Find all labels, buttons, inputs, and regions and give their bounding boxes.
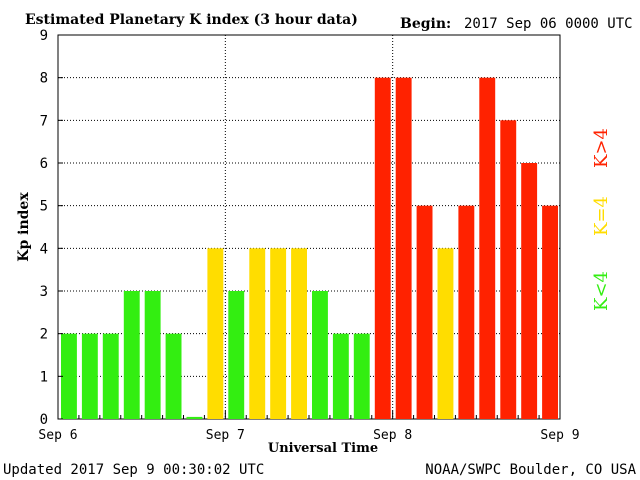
kp-bar-3: [123, 291, 140, 419]
kp-bar-7: [207, 248, 224, 419]
y-tick-label: 9: [40, 28, 48, 44]
x-axis-label: Universal Time: [268, 441, 378, 456]
grid-lines: [58, 35, 560, 419]
kp-bar-1: [81, 333, 98, 419]
chart-title: Estimated Planetary K index (3 hour data…: [25, 12, 358, 28]
y-tick-label: 8: [40, 71, 48, 87]
kp-bar-10: [270, 248, 287, 419]
kp-bar-6: [186, 416, 203, 419]
kp-bar-22: [521, 163, 538, 419]
x-axis-ticks: Sep 6 Sep 7 Sep 8 Sep 9: [38, 411, 580, 443]
source-credit: NOAA/SWPC Boulder, CO USA: [425, 462, 636, 478]
kp-bar-21: [500, 120, 517, 420]
x-tick-label: Sep 9: [540, 428, 579, 443]
kp-bar-4: [144, 291, 161, 419]
kp-bar-11: [291, 248, 307, 419]
kp-bar-0: [61, 333, 77, 419]
kp-bar-19: [458, 205, 475, 419]
plot-frame: [57, 34, 561, 420]
y-axis-ticks: 0 1 2 3 4 5 6 7 8 9: [40, 28, 63, 428]
y-tick-label: 2: [40, 327, 48, 343]
kp-bar-14: [353, 333, 370, 419]
kp-bar-13: [332, 333, 349, 419]
kp-bar-17: [416, 205, 433, 419]
kp-bar-16: [395, 77, 412, 419]
legend-k-greater-4: K>4: [591, 128, 612, 168]
y-tick-label: 6: [40, 156, 48, 172]
bars: [61, 77, 558, 420]
begin-value: 2017 Sep 06 0000 UTC: [464, 16, 633, 32]
x-tick-label: Sep 6: [38, 428, 77, 443]
y-tick-label: 3: [40, 284, 48, 300]
x-tick-label: Sep 8: [373, 428, 412, 443]
kp-bar-5: [165, 333, 182, 419]
y-tick-label: 7: [40, 113, 48, 129]
kp-bar-2: [102, 333, 119, 419]
legend-k-less-4: K<4: [591, 271, 612, 311]
y-tick-label: 1: [40, 369, 48, 385]
x-tick-label: Sep 7: [206, 428, 245, 443]
kp-bar-15: [374, 77, 391, 419]
y-axis-label: Kp index: [16, 192, 32, 262]
y-tick-label: 5: [40, 199, 48, 215]
y-tick-label: 0: [40, 412, 48, 428]
y-tick-label: 4: [40, 241, 48, 257]
kp-bar-9: [249, 248, 266, 419]
kp-bar-20: [479, 77, 496, 419]
begin-label: Begin:: [400, 16, 451, 32]
kp-bar-8: [228, 291, 245, 419]
kp-bar-12: [312, 291, 328, 419]
kp-bar-23: [542, 205, 558, 419]
kp-bar-18: [437, 248, 454, 419]
updated-timestamp: Updated 2017 Sep 9 00:30:02 UTC: [3, 462, 264, 478]
legend-k-equal-4: K=4: [591, 196, 612, 236]
